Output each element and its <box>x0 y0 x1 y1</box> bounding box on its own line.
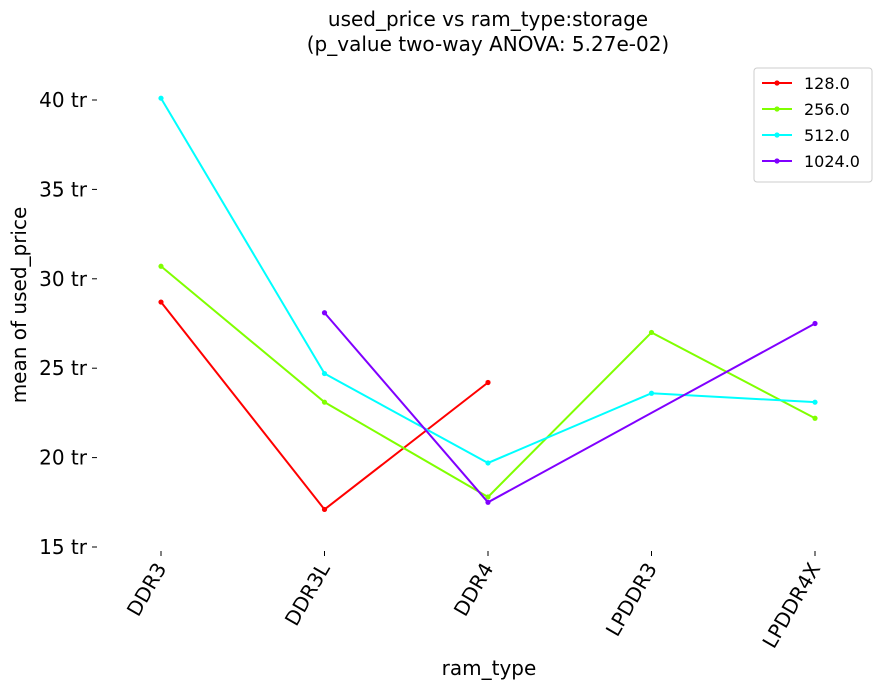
y-tick-label: 20 tr <box>39 446 88 470</box>
data-point <box>485 460 491 466</box>
y-tick-label: 25 tr <box>39 356 88 380</box>
y-axis-title: mean of used_price <box>7 207 31 404</box>
data-point <box>158 263 164 269</box>
y-tick-label: 30 tr <box>39 267 88 291</box>
data-point <box>812 399 818 405</box>
y-tick-label: 15 tr <box>39 535 88 559</box>
data-point <box>812 415 818 421</box>
legend-label: 128.0 <box>804 74 850 93</box>
x-tick-label: DDR3L <box>280 558 335 630</box>
plot-lines <box>158 95 818 513</box>
x-tick-label: DDR4 <box>449 559 498 621</box>
data-point <box>812 320 818 327</box>
legend-label: 1024.0 <box>804 152 860 171</box>
data-point <box>648 390 655 396</box>
legend-marker <box>774 158 780 164</box>
legend-box <box>753 67 873 183</box>
series-line-2 <box>160 97 816 465</box>
chart-title-line1: used_price vs ram_type:storage <box>328 7 648 31</box>
series-line-0 <box>160 301 489 511</box>
data-point <box>321 310 328 316</box>
x-tick-label: DDR3 <box>122 559 171 621</box>
y-tick-label: 40 tr <box>39 88 88 112</box>
data-point <box>648 329 655 336</box>
legend-marker <box>774 132 780 138</box>
data-point <box>485 379 491 386</box>
x-tick-label: LPDDR3 <box>601 559 662 641</box>
legend-label: 512.0 <box>804 126 850 145</box>
data-point <box>485 499 491 505</box>
chart-title-line2: (p_value two-way ANOVA: 5.27e-02) <box>307 32 669 56</box>
data-point <box>321 399 328 405</box>
data-point <box>158 95 164 101</box>
legend-marker <box>774 80 780 86</box>
legend-label: 256.0 <box>804 100 850 119</box>
data-point <box>158 299 164 305</box>
series-line-3 <box>323 312 816 504</box>
y-tick-label: 35 tr <box>39 177 88 201</box>
data-point <box>485 494 491 500</box>
x-tick-label: LPDDR4X <box>757 558 825 652</box>
data-point <box>321 506 328 513</box>
legend: 128.0 256.0 512.0 1024.0 <box>753 67 873 183</box>
x-axis: DDR3 DDR3L DDR4 LPDDR3 LPDDR4X <box>122 551 825 652</box>
y-axis: 15 tr 20 tr 25 tr 30 tr 35 tr 40 tr <box>39 88 97 559</box>
x-axis-title: ram_type <box>442 656 537 680</box>
legend-marker <box>774 106 780 112</box>
data-point <box>321 370 328 377</box>
